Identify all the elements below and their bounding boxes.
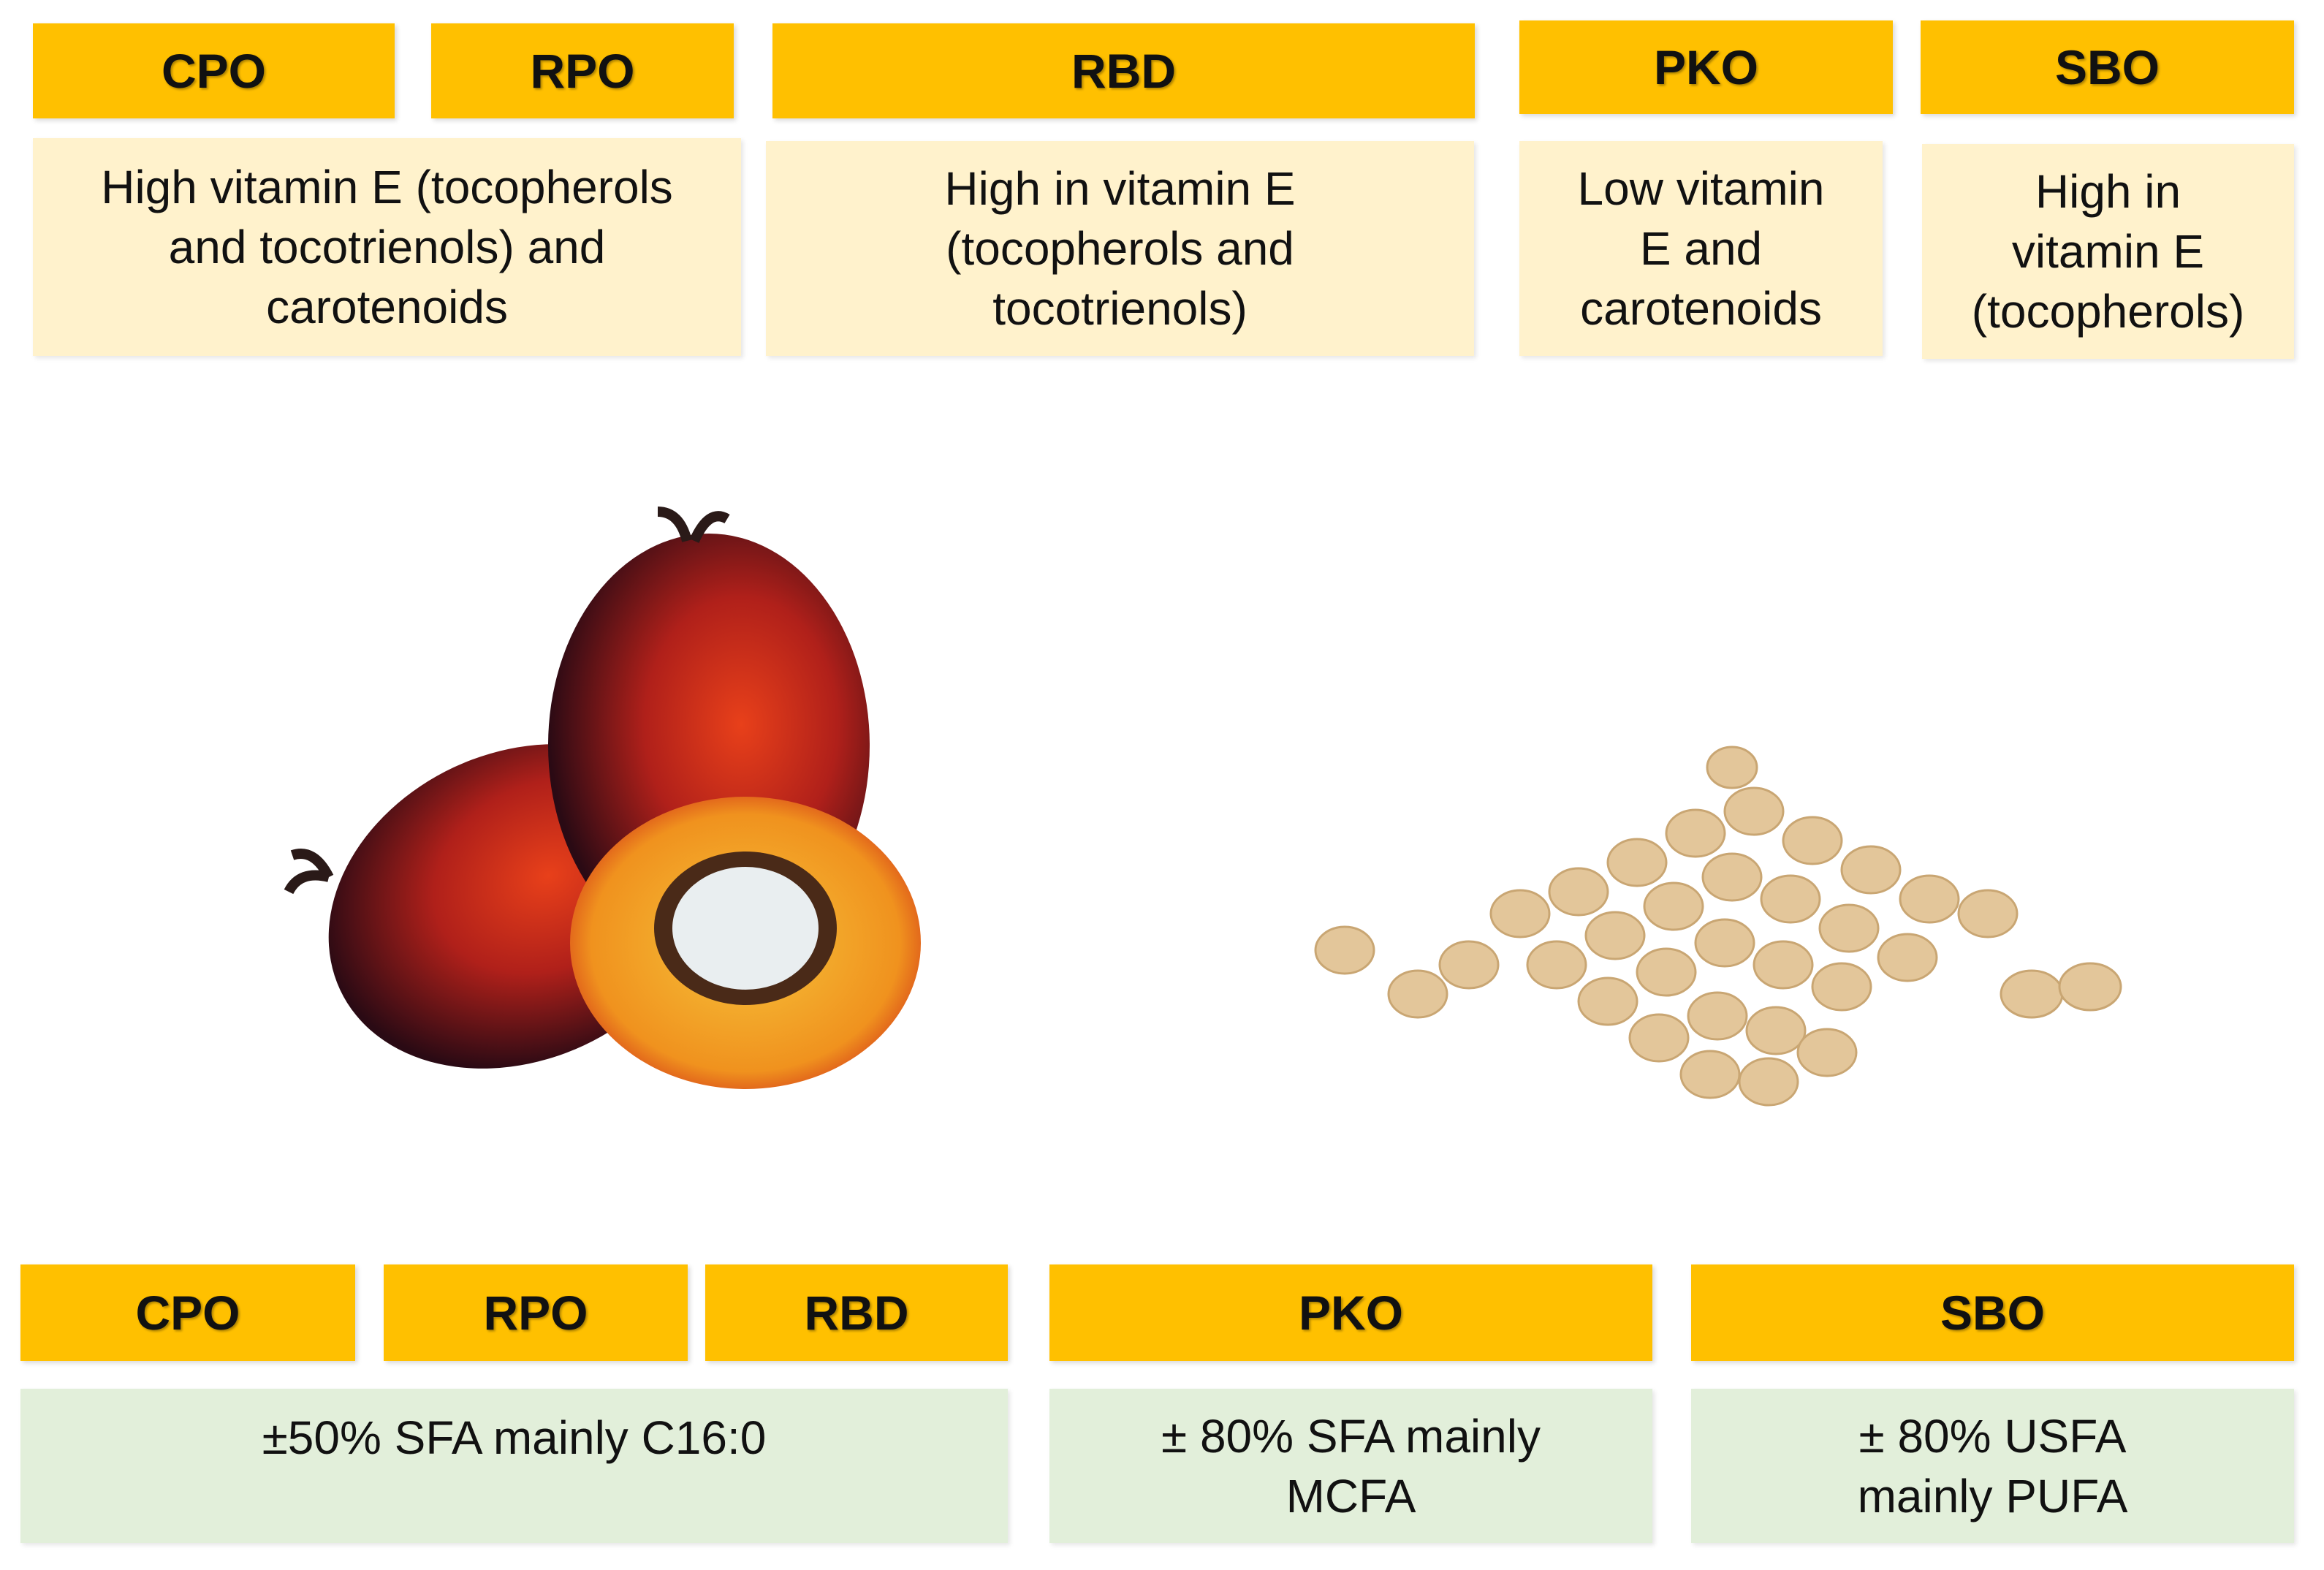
header: RPO: [384, 1264, 688, 1361]
description: High in vitamin E (tocopherols): [1922, 144, 2294, 359]
kernel: [672, 867, 819, 990]
header: RBD: [772, 23, 1475, 118]
header: PKO: [1049, 1264, 1652, 1361]
header: CPO: [33, 23, 395, 118]
soybean-image: [1314, 746, 2122, 1107]
header: SBO: [1691, 1264, 2294, 1361]
description: ±50% SFA mainly C16:0: [20, 1389, 1008, 1543]
description: High in vitamin E (tocopherols and tocot…: [766, 141, 1474, 356]
description: ± 80% USFA mainly PUFA: [1691, 1389, 2294, 1543]
description: Low vitamin E and carotenoids: [1519, 141, 1883, 356]
header: PKO: [1519, 20, 1893, 114]
header: RPO: [431, 23, 734, 118]
stem: [657, 507, 730, 543]
header: CPO: [20, 1264, 355, 1361]
stem: [284, 849, 334, 895]
description: High vitamin E (tocopherols and tocotrie…: [33, 138, 741, 356]
description: ± 80% SFA mainly MCFA: [1049, 1389, 1652, 1543]
palm-fruit-image: [284, 507, 921, 1089]
header: RBD: [705, 1264, 1008, 1361]
header: SBO: [1921, 20, 2294, 114]
